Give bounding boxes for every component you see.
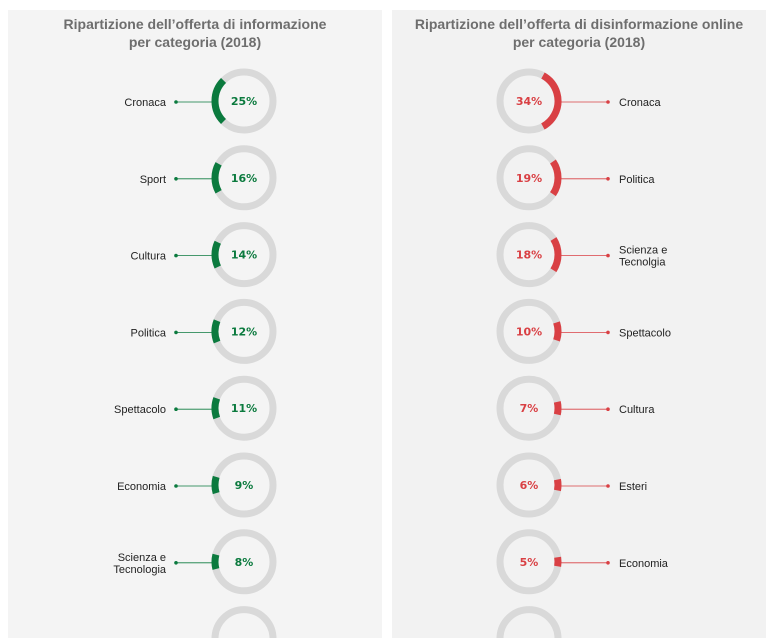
info-leader-dot-1 <box>174 177 178 181</box>
disinfo-arc-0 <box>496 68 562 134</box>
info-value-label-6: 8% <box>235 556 254 569</box>
info-arc-3 <box>211 298 277 364</box>
disinformation-panel: Ripartizione dell’offerta di disinformaz… <box>392 10 766 638</box>
info-value-label-2: 14% <box>231 249 257 262</box>
info-leader-dot-0 <box>174 100 178 104</box>
info-arc-4 <box>211 375 277 441</box>
disinfo-category-label-3: Spettacolo <box>619 327 671 339</box>
info-value-label-5: 9% <box>235 479 254 492</box>
info-track-7 <box>211 606 277 638</box>
disinfo-category-label-5: Esteri <box>619 481 647 493</box>
information-panel: Ripartizione dell’offerta di informazion… <box>8 10 382 638</box>
disinfo-category-label-4: Cultura <box>619 404 655 416</box>
disinfo-arc-1 <box>496 145 562 211</box>
info-arc-0 <box>211 68 277 134</box>
info-category-label-5: Economia <box>117 481 167 493</box>
disinfo-value-label-5: 6% <box>520 479 539 492</box>
disinfo-leader-dot-3 <box>606 330 610 335</box>
info-value-label-0: 25% <box>231 95 257 108</box>
info-category-label-4: Spettacolo <box>114 404 166 416</box>
disinfo-category-label-6: Economia <box>619 558 669 570</box>
disinfo-value-label-3: 10% <box>516 325 542 338</box>
disinfo-value-label-4: 7% <box>520 402 539 415</box>
disinfo-leader-dot-5 <box>606 484 610 488</box>
info-value-label-4: 11% <box>231 402 257 415</box>
disinfo-value-label-6: 5% <box>520 556 539 569</box>
disinfo-arc-4 <box>496 375 562 441</box>
disinfo-category-label-2: Scienza e Tecnolgia <box>619 245 667 269</box>
info-arc-1 <box>211 145 277 211</box>
info-value-label-3: 12% <box>231 325 257 338</box>
info-arc-2 <box>211 222 277 288</box>
info-category-label-6: Scienza e Tecnologia <box>113 552 166 576</box>
disinfo-leader-dot-2 <box>606 253 610 258</box>
disinfo-arc-2 <box>496 222 562 288</box>
info-category-label-2: Cultura <box>131 251 167 263</box>
disinfo-leader-dot-4 <box>606 407 610 412</box>
disinfo-arc-3 <box>496 298 562 364</box>
disinfo-leader-dot-6 <box>606 561 610 565</box>
disinformation-donut-chart: 34% Cronaca 19% Politica 18% Scienza e Tecnolg… <box>496 68 671 638</box>
info-leader-dot-4 <box>174 407 178 412</box>
disinfo-leader-dot-1 <box>606 177 610 181</box>
info-leader-dot-5 <box>174 484 178 488</box>
disinformation-chart-title: Ripartizione dell’offerta di disinformaz… <box>414 16 744 50</box>
disinfo-value-label-2: 18% <box>516 249 542 262</box>
info-arc-6 <box>211 529 277 595</box>
disinfo-category-label-1: Politica <box>619 174 655 186</box>
disinfo-arc-6 <box>496 529 562 595</box>
disinfo-arc-5 <box>496 452 562 518</box>
information-chart-title: Ripartizione dell’offerta di informazion… <box>63 16 327 50</box>
info-value-label-1: 16% <box>231 172 257 185</box>
disinfo-value-label-0: 34% <box>516 95 542 108</box>
info-leader-dot-6 <box>174 561 178 565</box>
disinfo-leader-dot-0 <box>606 100 610 104</box>
info-category-label-0: Cronaca <box>124 97 166 109</box>
disinfo-track-7 <box>496 606 562 638</box>
info-leader-dot-3 <box>174 330 178 335</box>
info-category-label-1: Sport <box>140 174 166 186</box>
information-donut-chart: 25% Cronaca 16% Sport 14% Cultura 12% Politica 1… <box>113 68 277 638</box>
info-leader-dot-2 <box>174 253 178 258</box>
info-arc-5 <box>211 452 277 518</box>
info-category-label-3: Politica <box>131 327 167 339</box>
disinfo-category-label-0: Cronaca <box>619 97 661 109</box>
disinfo-value-label-1: 19% <box>516 172 542 185</box>
